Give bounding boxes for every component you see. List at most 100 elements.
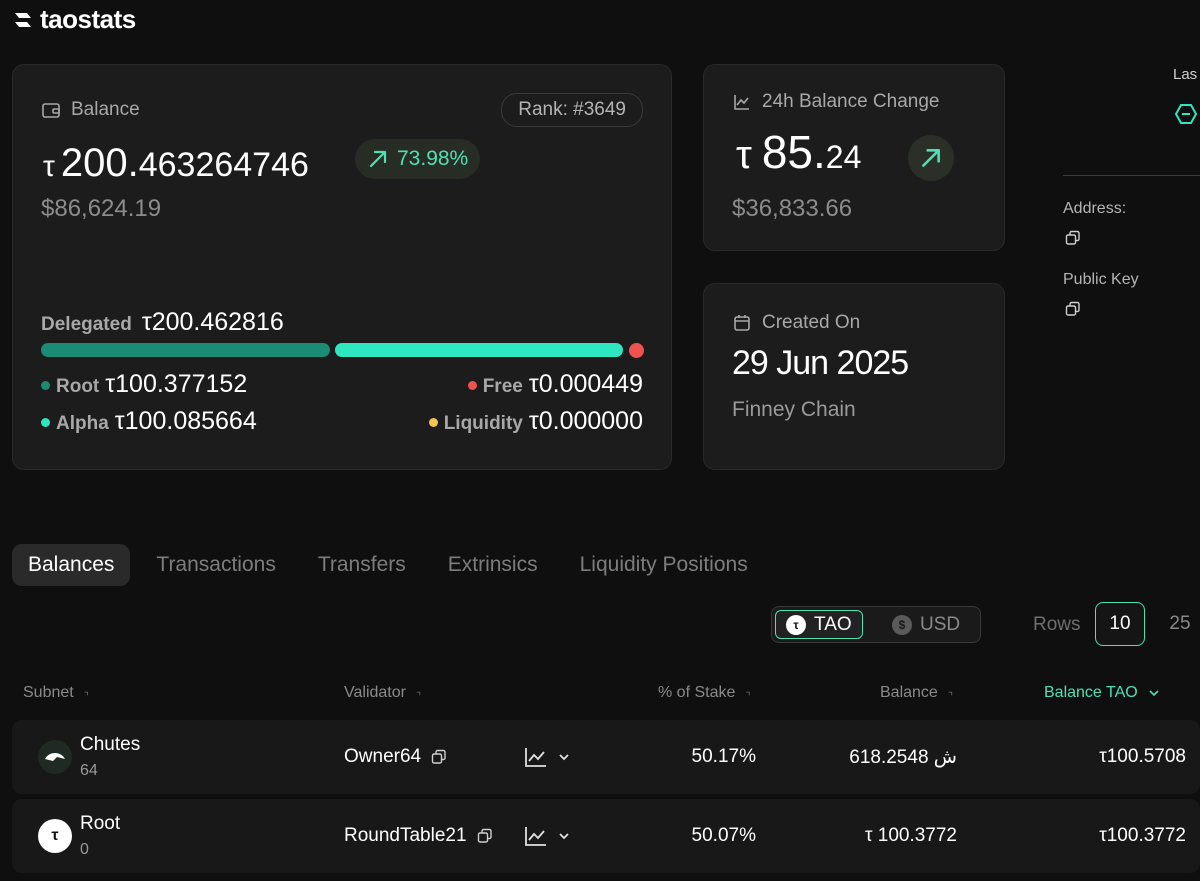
created-date: 29 Jun 2025 — [732, 344, 909, 382]
tab-bar: Balances Transactions Transfers Extrinsi… — [12, 544, 774, 586]
balance-integer: 200. — [60, 141, 139, 185]
header-subnet[interactable]: Subnet ⌝ — [23, 684, 89, 703]
pct-stake: 50.07% — [691, 825, 756, 846]
tab-liquidity-positions[interactable]: Liquidity Positions — [579, 553, 748, 576]
alpha-label: Alpha — [56, 413, 109, 434]
hexagon-icon — [1174, 104, 1198, 124]
rank-badge: Rank: #3649 — [501, 93, 643, 127]
header-balance-tao[interactable]: Balance TAO — [1044, 684, 1160, 702]
rows-label: Rows — [1033, 614, 1081, 635]
wallet-icon — [42, 103, 60, 118]
sort-icon: ⌝ — [745, 690, 751, 703]
alpha-legend: Alpha τ100.085664 — [41, 407, 257, 436]
tau-symbol: τ — [43, 150, 55, 183]
created-label: Created On — [762, 312, 861, 333]
created-label-row: Created On — [732, 312, 860, 334]
side-divider — [1063, 175, 1200, 176]
change-usd: $36,833.66 — [732, 195, 853, 222]
liquidity-label: Liquidity — [443, 413, 523, 434]
tab-transfers[interactable]: Transfers — [317, 553, 406, 576]
header-balance[interactable]: Balance ⌝ — [880, 684, 953, 703]
currency-usd-option[interactable]: $ USD — [882, 610, 970, 639]
tau-symbol: τ — [736, 133, 752, 177]
change-arrow — [908, 135, 954, 181]
copy-icon[interactable] — [431, 749, 447, 765]
root-label: Root — [56, 376, 100, 397]
validator-cell: RoundTable21 — [344, 825, 493, 847]
validator-name[interactable]: Owner64 — [344, 746, 422, 767]
sort-icon: ⌝ — [83, 690, 89, 703]
free-label: Free — [482, 376, 523, 397]
change-integer: 85. — [761, 126, 826, 178]
subnet-name[interactable]: Chutes — [80, 734, 141, 755]
subnet-name[interactable]: Root — [80, 813, 121, 834]
table-row[interactable]: Chutes 64 Owner64 50.17% ش 618.2548 τ100… — [12, 720, 1200, 794]
root-bar — [41, 343, 330, 357]
header-validator-label: Validator — [344, 684, 406, 701]
change-label: 24h Balance Change — [762, 91, 940, 112]
last-label: Las — [1173, 66, 1198, 83]
header-validator[interactable]: Validator ⌝ — [344, 684, 422, 703]
free-dot — [467, 381, 477, 390]
tao-coin-icon: τ — [786, 614, 806, 635]
arrow-up-right-icon — [922, 149, 940, 167]
rows-option-25[interactable]: 25 — [1169, 613, 1191, 634]
alpha-dot — [41, 418, 50, 427]
chevron-down-icon — [559, 754, 569, 761]
header-pct-stake-label: % of Stake — [658, 684, 736, 701]
balance-decimal: 463264746 — [138, 146, 309, 184]
tao-label: TAO — [814, 613, 852, 635]
balance-usd: $86,624.19 — [41, 195, 162, 222]
currency-toggle: τ TAO $ USD — [771, 606, 981, 643]
delegated-value: τ200.462816 — [141, 308, 284, 336]
alpha-value: τ100.085664 — [114, 407, 257, 435]
header-pct-stake[interactable]: % of Stake ⌝ — [658, 684, 751, 703]
delegated-row: Delegated τ200.462816 — [41, 308, 284, 337]
copy-address-icon[interactable] — [1065, 230, 1081, 246]
line-chart-icon — [734, 95, 749, 110]
taostats-logo-icon — [15, 12, 31, 27]
alpha-bar — [335, 343, 623, 357]
header-balance-label: Balance — [880, 684, 938, 701]
chutes-subnet-icon — [38, 740, 72, 774]
chart-dropdown-button[interactable] — [524, 746, 570, 768]
balance-label: Balance — [71, 99, 140, 120]
root-subnet-icon: τ — [38, 819, 72, 853]
balance-change-card: 24h Balance Change τ 85. 24 $36,833.66 — [703, 64, 1005, 251]
taostats-logo[interactable]: taostats — [12, 4, 136, 35]
table-row[interactable]: τ Root 0 RoundTable21 50.07% τ 100.3772 … — [12, 799, 1200, 873]
copy-public-key-icon[interactable] — [1065, 301, 1081, 317]
sort-icon: ⌝ — [415, 690, 422, 703]
tao-balance: τ100.5708 — [1099, 746, 1186, 767]
free-bar — [629, 343, 644, 358]
free-legend: Free τ0.000449 — [467, 370, 643, 399]
address-label: Address: — [1063, 200, 1127, 217]
copy-icon[interactable] — [477, 828, 493, 844]
total-balance: τ 200. 463264746 — [43, 141, 309, 186]
change-label-row: 24h Balance Change — [732, 91, 939, 113]
usd-coin-icon: $ — [892, 614, 912, 635]
tab-balances[interactable]: Balances — [12, 544, 131, 586]
tao-balance: τ100.3772 — [1099, 825, 1186, 846]
calendar-icon — [734, 315, 750, 331]
rows-option-10[interactable]: 10 — [1095, 602, 1145, 646]
balance-card: Balance Rank: #3649 τ 200. 463264746 73.… — [12, 64, 672, 470]
liquidity-value: τ0.000000 — [528, 407, 643, 435]
balance-change-pct: 73.98% — [397, 147, 469, 170]
delegated-label: Delegated — [41, 314, 132, 335]
tab-extrinsics[interactable]: Extrinsics — [447, 553, 538, 576]
chevron-down-icon — [1149, 690, 1159, 697]
validator-name[interactable]: RoundTable21 — [344, 825, 467, 846]
currency-tao-option[interactable]: τ TAO — [775, 610, 863, 639]
change-decimal: 24 — [825, 139, 862, 175]
liquidity-legend: Liquidity τ0.000000 — [428, 407, 643, 436]
free-value: τ0.000449 — [528, 370, 643, 398]
created-chain: Finney Chain — [732, 398, 856, 421]
alpha-balance: ش 618.2548 — [849, 747, 957, 768]
arrow-up-right-icon — [369, 150, 387, 168]
validator-cell: Owner64 — [344, 746, 447, 768]
chart-dropdown-button[interactable] — [524, 825, 570, 847]
pct-stake: 50.17% — [691, 746, 756, 767]
tab-transactions[interactable]: Transactions — [156, 553, 276, 576]
balance-change-pill: 73.98% — [355, 139, 481, 179]
